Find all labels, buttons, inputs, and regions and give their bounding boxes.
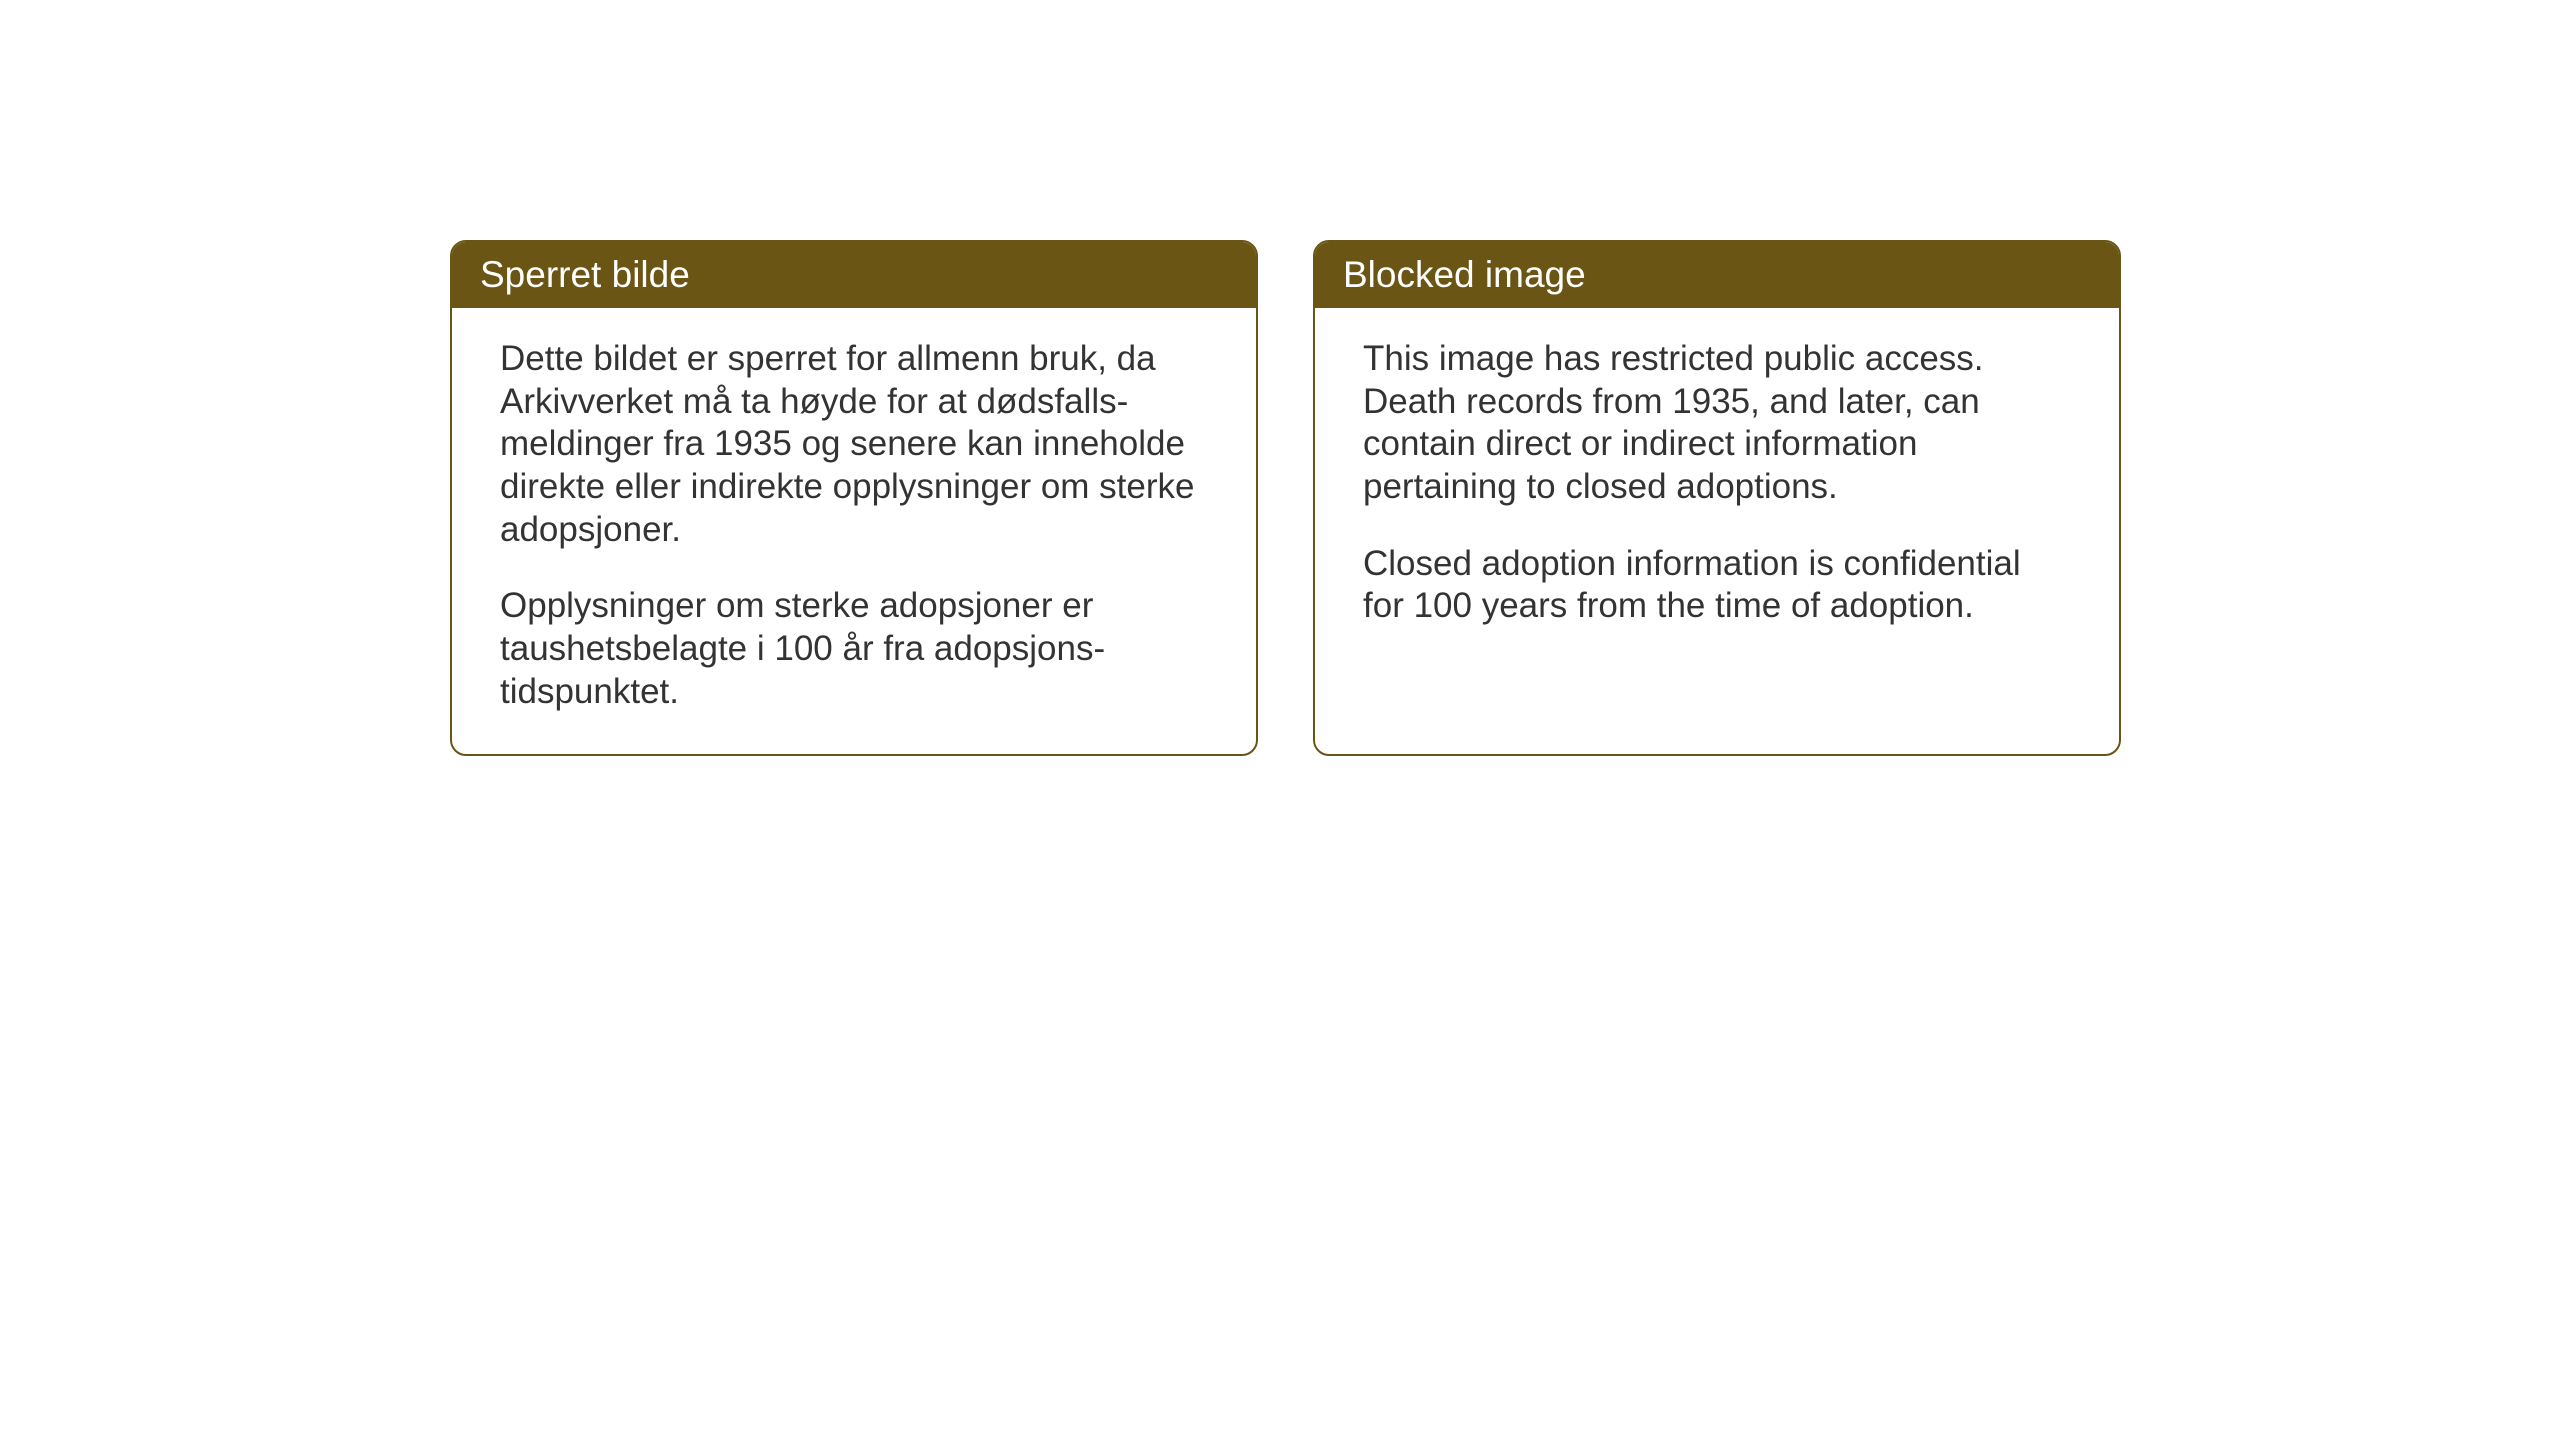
notice-body-english: This image has restricted public access.… bbox=[1315, 308, 2119, 668]
notice-container: Sperret bilde Dette bildet er sperret fo… bbox=[450, 240, 2560, 756]
notice-paragraph-2-english: Closed adoption information is confident… bbox=[1363, 543, 2071, 628]
notice-header-norwegian: Sperret bilde bbox=[452, 242, 1256, 308]
notice-header-english: Blocked image bbox=[1315, 242, 2119, 308]
notice-body-norwegian: Dette bildet er sperret for allmenn bruk… bbox=[452, 308, 1256, 754]
notice-box-english: Blocked image This image has restricted … bbox=[1313, 240, 2121, 756]
notice-paragraph-2-norwegian: Opplysninger om sterke adopsjoner er tau… bbox=[500, 585, 1208, 713]
notice-box-norwegian: Sperret bilde Dette bildet er sperret fo… bbox=[450, 240, 1258, 756]
notice-paragraph-1-english: This image has restricted public access.… bbox=[1363, 338, 2071, 509]
notice-paragraph-1-norwegian: Dette bildet er sperret for allmenn bruk… bbox=[500, 338, 1208, 551]
